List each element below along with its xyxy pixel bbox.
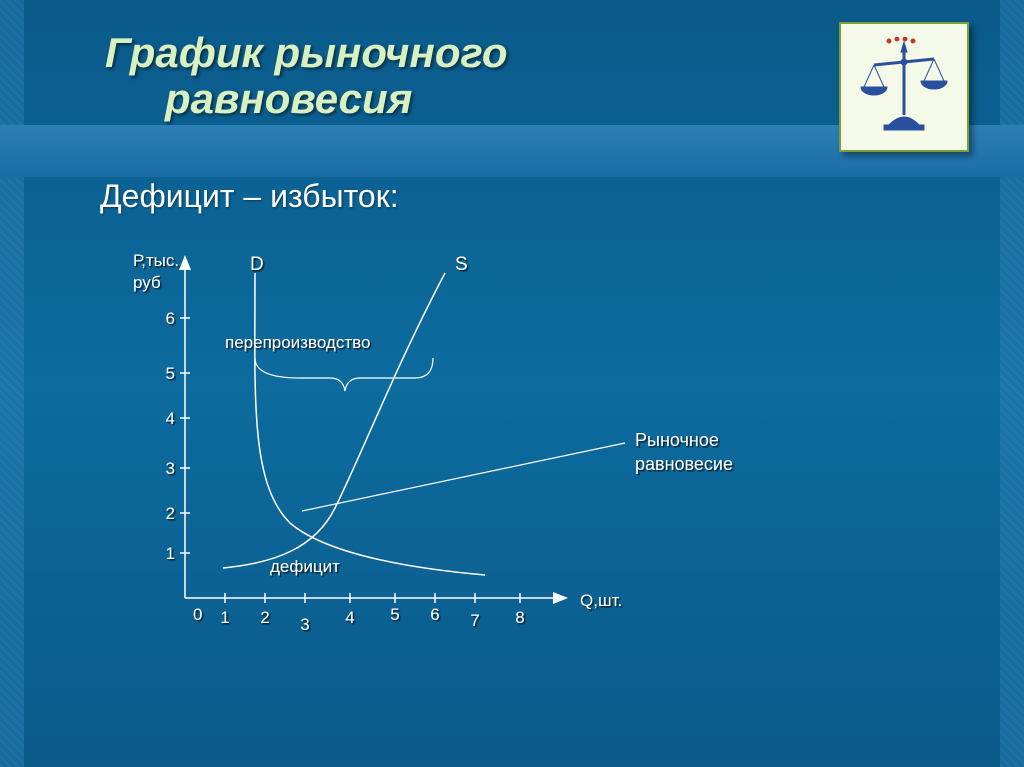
decorative-strip-left bbox=[0, 0, 24, 767]
x-axis-label: Q,шт. bbox=[580, 591, 622, 610]
slide-title: График рыночного равновесия bbox=[105, 30, 508, 122]
y-tick-labels: 1 2 3 4 5 6 bbox=[166, 309, 175, 563]
svg-text:5: 5 bbox=[166, 364, 175, 383]
equilibrium-chart: 1 2 3 4 5 6 1 2 3 4 5 6 7 8 0 bbox=[125, 248, 925, 698]
svg-text:6: 6 bbox=[430, 605, 439, 624]
supply-label: S bbox=[455, 254, 468, 275]
scales-illustration-frame bbox=[839, 22, 969, 152]
svg-text:2: 2 bbox=[260, 608, 269, 627]
svg-text:1: 1 bbox=[166, 544, 175, 563]
scales-icon bbox=[849, 37, 959, 137]
origin-label: 0 bbox=[193, 605, 202, 624]
svg-text:8: 8 bbox=[515, 608, 524, 627]
svg-text:4: 4 bbox=[345, 608, 354, 627]
svg-text:3: 3 bbox=[166, 459, 175, 478]
svg-text:1: 1 bbox=[220, 608, 229, 627]
overproduction-brace bbox=[255, 358, 433, 391]
svg-text:Р,тыс.: Р,тыс. bbox=[133, 251, 179, 270]
axes bbox=[185, 258, 565, 598]
svg-text:4: 4 bbox=[166, 409, 175, 428]
decorative-strip-right bbox=[1000, 0, 1024, 767]
svg-text:6: 6 bbox=[166, 309, 175, 328]
x-tick-labels: 1 2 3 4 5 6 7 8 bbox=[220, 605, 524, 634]
title-line-1: График рыночного bbox=[105, 30, 508, 76]
demand-label: D bbox=[250, 254, 264, 275]
demand-curve bbox=[255, 273, 485, 575]
y-axis-label: Р,тыс. руб bbox=[133, 251, 179, 292]
svg-text:7: 7 bbox=[470, 611, 479, 630]
title-line-2: равновесия bbox=[105, 76, 508, 122]
svg-text:руб: руб bbox=[133, 273, 161, 292]
overproduction-label: перепроизводство bbox=[225, 333, 370, 352]
svg-text:3: 3 bbox=[300, 615, 309, 634]
svg-text:2: 2 bbox=[166, 504, 175, 523]
svg-text:равновесие: равновесие bbox=[635, 454, 733, 474]
svg-text:Рыночное: Рыночное bbox=[635, 430, 719, 450]
svg-text:5: 5 bbox=[390, 605, 399, 624]
slide-subtitle: Дефицит – избыток: bbox=[100, 178, 399, 215]
equilibrium-label: Рыночное равновесие bbox=[635, 430, 733, 474]
equilibrium-pointer-line bbox=[302, 443, 625, 511]
deficit-label: дефицит bbox=[270, 557, 340, 576]
